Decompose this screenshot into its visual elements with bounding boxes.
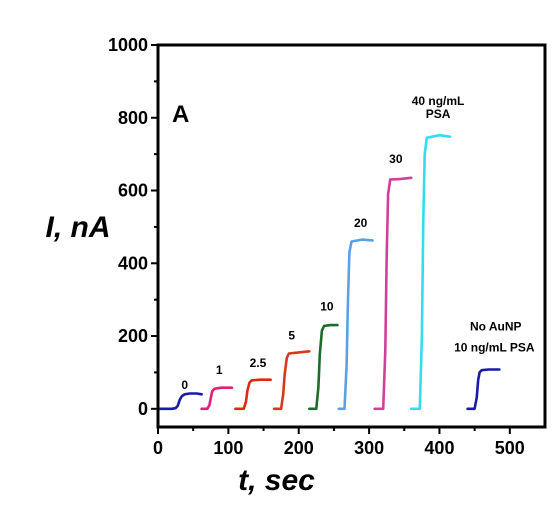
series-line bbox=[308, 323, 339, 411]
x-tick-label: 0 bbox=[153, 438, 163, 458]
series-line bbox=[466, 368, 501, 411]
trace-annotation: 2.5 bbox=[250, 356, 267, 370]
trace-annotation: 5 bbox=[288, 329, 295, 343]
series-line bbox=[234, 378, 272, 411]
series-line bbox=[337, 238, 374, 411]
x-tick-label: 500 bbox=[495, 438, 525, 458]
trace-annotation: 0 bbox=[181, 378, 188, 392]
series-line bbox=[272, 350, 311, 411]
trace-annotation: 40 ng/mL bbox=[412, 94, 465, 108]
x-tick-label: 200 bbox=[284, 438, 314, 458]
y-tick-label: 1000 bbox=[108, 35, 148, 55]
plot-frame bbox=[156, 43, 547, 429]
trace-annotation: 30 bbox=[389, 152, 403, 166]
trace-annotation: No AuNP bbox=[470, 320, 522, 334]
trace-annotation: 10 bbox=[320, 300, 334, 314]
series-group bbox=[156, 133, 501, 411]
series-line bbox=[373, 176, 413, 411]
series-line bbox=[156, 392, 203, 411]
trace-annotation: 10 ng/mL PSA bbox=[454, 340, 535, 354]
x-tick-label: 300 bbox=[354, 438, 384, 458]
y-tick-label: 200 bbox=[118, 326, 148, 346]
series-line bbox=[200, 386, 234, 411]
x-tick-label: 400 bbox=[424, 438, 454, 458]
x-tick-label: 100 bbox=[213, 438, 243, 458]
y-axis-title: I, nA bbox=[46, 211, 111, 244]
y-tick-label: 400 bbox=[118, 253, 148, 273]
y-tick-label: 800 bbox=[118, 108, 148, 128]
series-line bbox=[410, 133, 452, 411]
trace-annotation: 1 bbox=[216, 363, 223, 377]
trace-annotation: PSA bbox=[426, 107, 451, 121]
panel-label: A bbox=[172, 101, 189, 128]
trace-annotation: 20 bbox=[354, 216, 368, 230]
y-tick-label: 600 bbox=[118, 181, 148, 201]
y-tick-label: 0 bbox=[138, 399, 148, 419]
x-axis-title: t, sec bbox=[238, 464, 315, 497]
